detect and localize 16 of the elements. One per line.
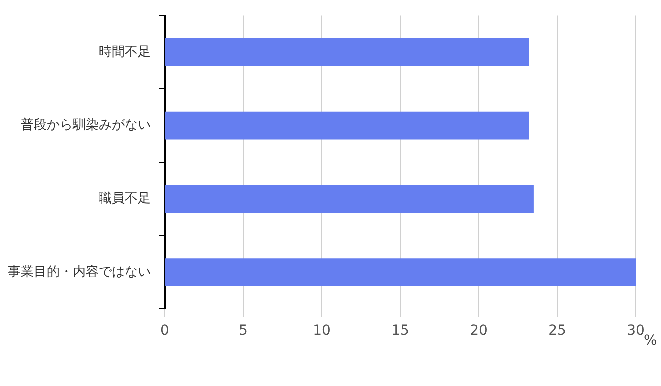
y-tick-label: 職員不足 (99, 192, 151, 207)
x-tick-label: 30 (627, 323, 645, 340)
y-tick-label: 普段から馴染みがない (21, 117, 151, 134)
x-tick-label: 5 (239, 323, 248, 340)
x-tick-label: 15 (392, 323, 410, 340)
bar (166, 258, 636, 286)
y-tick-label: 事業目的・内容ではない (8, 264, 151, 280)
y-tick-label: 時間不足 (99, 44, 151, 60)
bar (166, 38, 530, 66)
x-tick-label: 25 (548, 323, 566, 340)
bar (166, 185, 534, 214)
x-axis-title: % (644, 332, 658, 349)
x-tick-label: 0 (160, 323, 170, 340)
x-tick-label: 20 (470, 323, 488, 340)
x-tick-label: 10 (313, 323, 331, 340)
bar (166, 112, 530, 140)
